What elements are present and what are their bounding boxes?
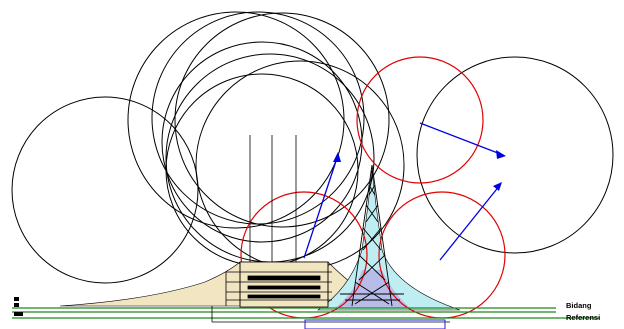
ray-1 [303, 154, 339, 259]
sphere-mid-1 [165, 53, 375, 263]
ray-2-head [496, 150, 506, 159]
sphere-mid-3 [165, 73, 359, 267]
ray-3-head [493, 182, 502, 191]
lattice-tower [340, 164, 404, 307]
reference-label-line1: Bidang [566, 301, 592, 310]
lightning-rays [303, 122, 504, 261]
ray-3 [439, 184, 501, 261]
tower-protection-zone [317, 169, 461, 311]
building [225, 135, 332, 308]
reference-plane [12, 297, 600, 329]
sphere-top-4 [161, 41, 363, 243]
reference-label-line2: Referensi [566, 313, 600, 322]
red-sphere-upper-right [356, 56, 484, 184]
ray-1-head [333, 152, 341, 162]
sphere-right [416, 56, 614, 254]
rolling-spheres [11, 11, 614, 284]
building-roof-block [239, 261, 329, 308]
sphere-top-1 [127, 11, 345, 229]
sphere-top-2 [151, 11, 365, 225]
sphere-top-3 [174, 12, 390, 228]
sphere-left [11, 96, 199, 284]
ray-2 [419, 122, 504, 156]
